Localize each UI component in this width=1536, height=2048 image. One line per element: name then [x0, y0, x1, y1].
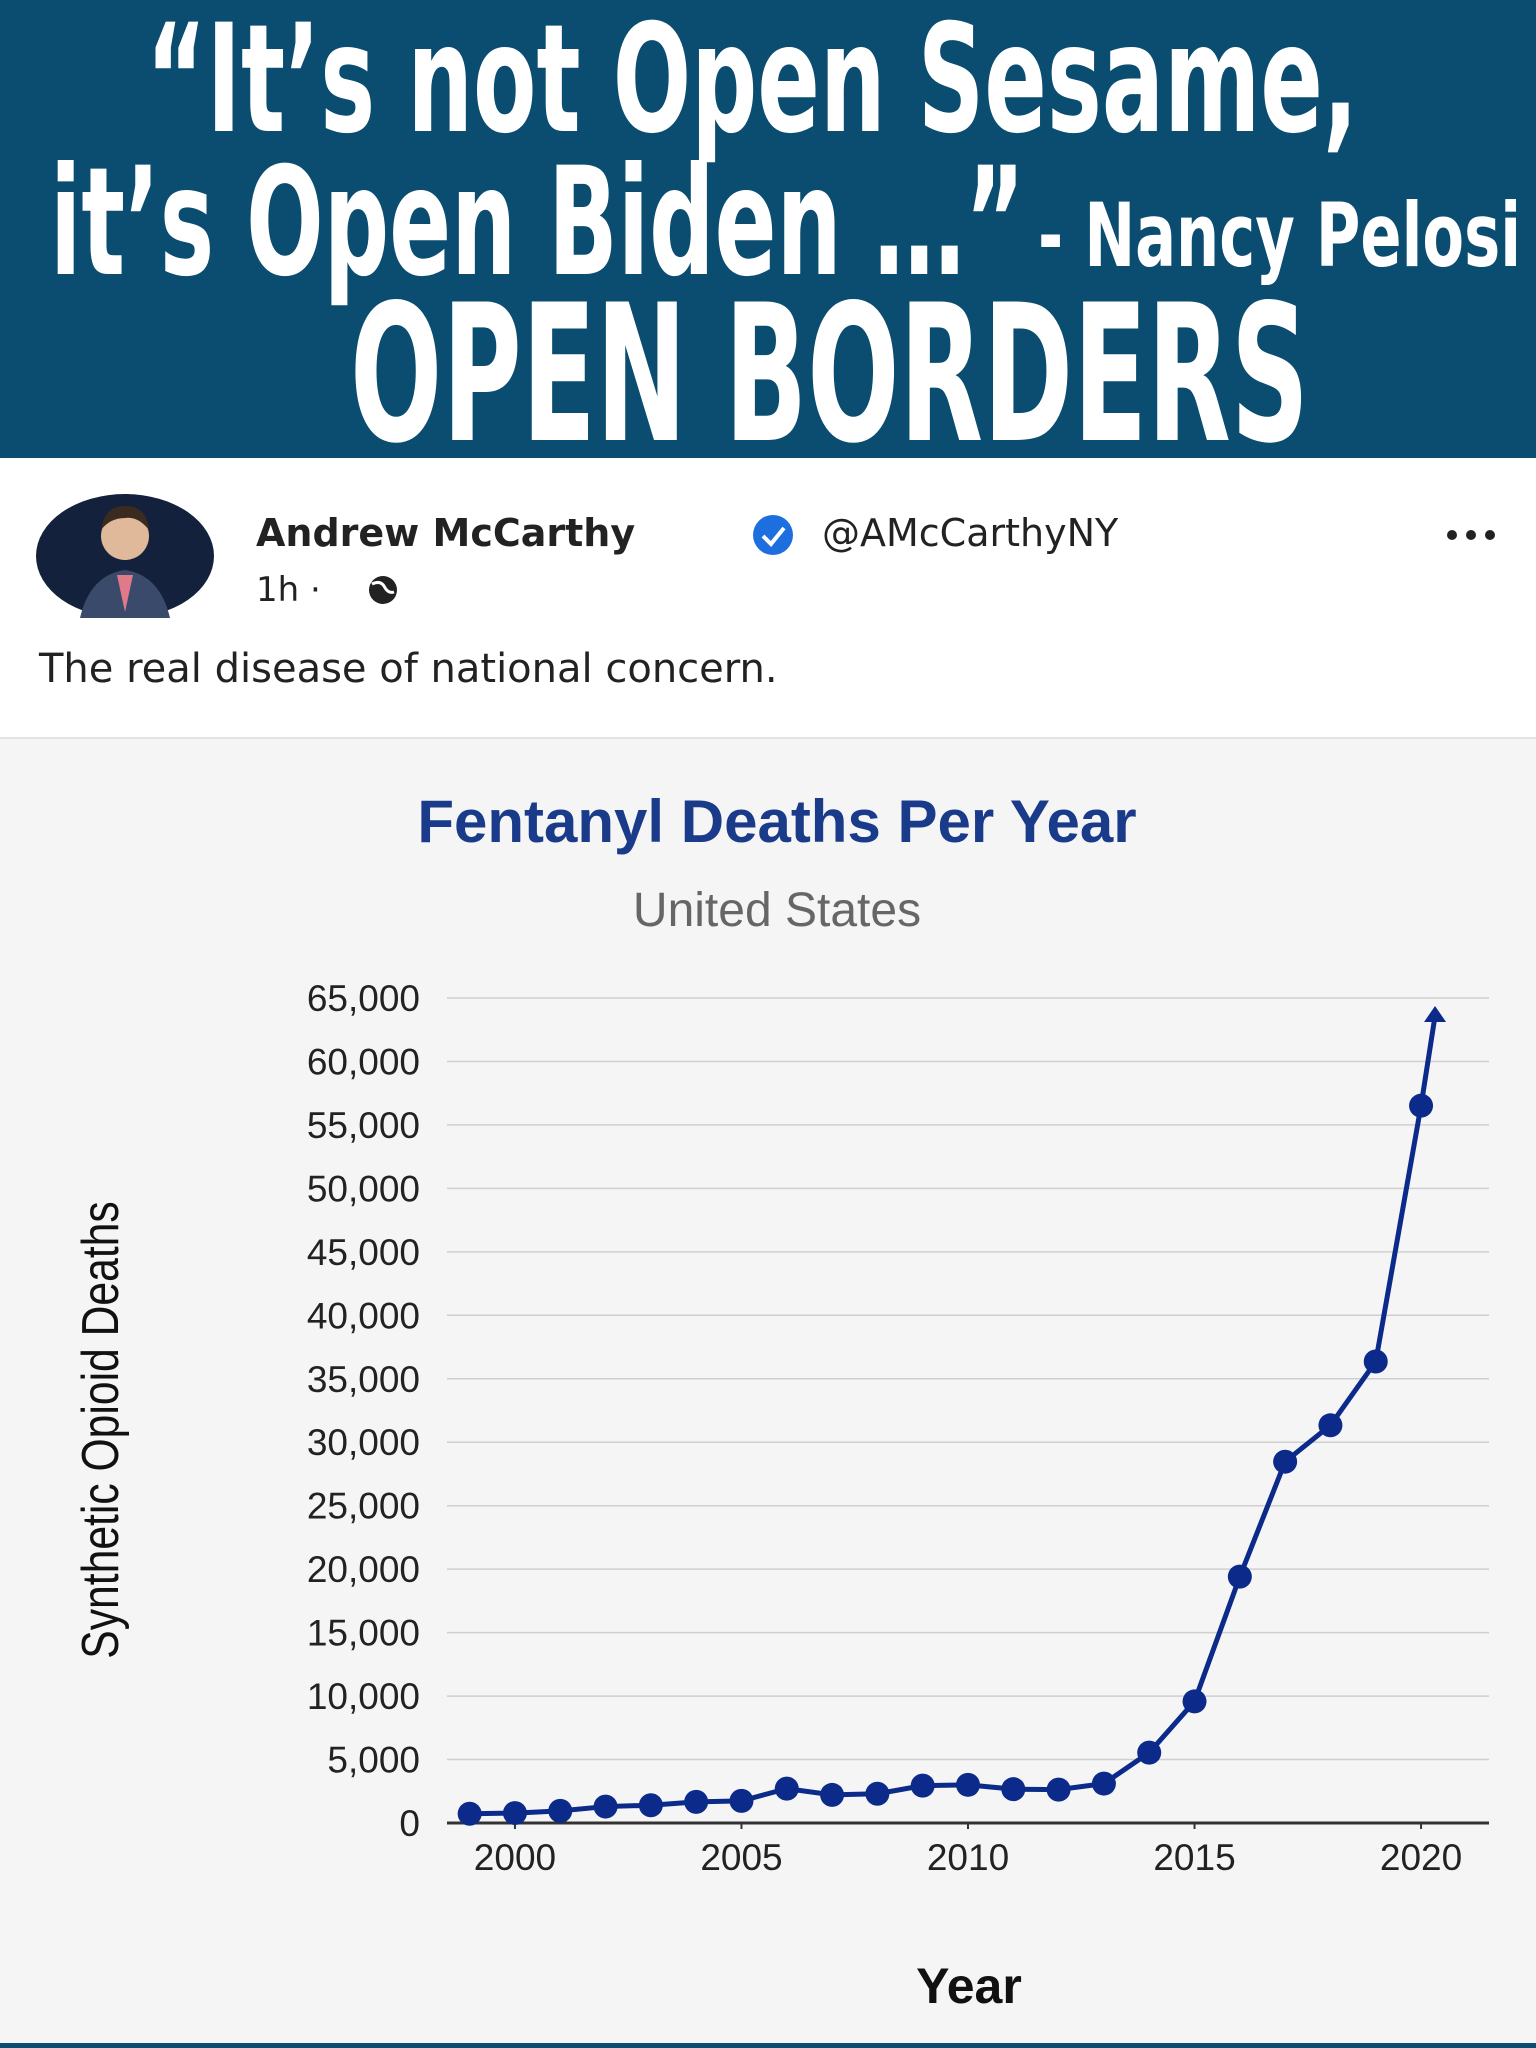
x-tick-label: 2005	[700, 1837, 782, 1878]
y-tick-label: 15,000	[307, 1613, 420, 1654]
y-tick-label: 20,000	[307, 1549, 420, 1590]
menu-dot	[1466, 530, 1476, 540]
post-time: 1h ·	[256, 570, 321, 610]
x-tick-label: 2020	[1380, 1837, 1462, 1878]
globe	[369, 576, 397, 604]
quote-line: “It’s not Open Sesame,	[146, 0, 1358, 167]
data-point	[820, 1782, 845, 1807]
data-point	[1091, 1771, 1116, 1796]
globe-land	[371, 580, 395, 594]
y-tick-label: 65,000	[307, 978, 420, 1019]
data-point	[1227, 1564, 1252, 1589]
y-tick-label: 55,000	[307, 1105, 420, 1146]
y-axis-label: Synthetic Opioid Deaths	[72, 1201, 130, 1658]
menu-dot	[1485, 530, 1495, 540]
attribution: - Nancy Pelosi	[1038, 184, 1521, 287]
author-handle[interactable]: @AMcCarthyNY	[822, 511, 1119, 555]
y-tick-label: 45,000	[307, 1232, 420, 1273]
avatar-face	[101, 512, 149, 560]
data-point	[1409, 1093, 1434, 1118]
verified-badge	[753, 515, 793, 555]
data-point	[1363, 1349, 1388, 1374]
data-point	[548, 1798, 573, 1823]
y-tick-label: 0	[399, 1803, 420, 1844]
x-axis-label: Year	[916, 1958, 1022, 2014]
globe-icon	[369, 576, 397, 604]
more-menu[interactable]	[1447, 530, 1495, 540]
headline: OPEN BORDERS	[350, 264, 1309, 485]
data-point	[774, 1776, 799, 1801]
data-point	[1001, 1777, 1026, 1802]
y-tick-label: 50,000	[307, 1168, 420, 1209]
data-point	[956, 1772, 980, 1797]
post-text: The real disease of national concern.	[38, 646, 778, 692]
avatar-tie	[117, 575, 133, 612]
quote-line: it’s Open Biden …”	[50, 136, 1025, 310]
chart-subtitle: United States	[633, 884, 921, 937]
author-name[interactable]: Andrew McCarthy	[256, 511, 635, 555]
data-point	[684, 1789, 709, 1814]
avatar-hair	[101, 505, 149, 530]
y-tick-label: 30,000	[307, 1422, 420, 1463]
data-point	[1318, 1413, 1343, 1438]
data-point	[910, 1773, 935, 1798]
x-tick-label: 2010	[927, 1837, 1009, 1878]
header-banner	[0, 0, 1536, 458]
y-tick-label: 35,000	[307, 1359, 420, 1400]
data-point	[1046, 1777, 1071, 1802]
x-tick-label: 2000	[474, 1837, 556, 1878]
data-point	[1137, 1740, 1162, 1765]
chart-title: Fentanyl Deaths Per Year	[417, 788, 1136, 855]
y-tick-label: 60,000	[307, 1041, 420, 1082]
data-point	[638, 1793, 663, 1818]
data-point	[593, 1794, 618, 1819]
data-line	[469, 1105, 1424, 1817]
avatar[interactable]	[36, 494, 214, 618]
data-point	[729, 1788, 754, 1813]
trend-arrow	[1418, 1015, 1438, 1107]
data-point	[1182, 1689, 1207, 1714]
y-tick-label: 25,000	[307, 1486, 420, 1527]
y-tick-label: 40,000	[307, 1295, 420, 1336]
badge-circle	[753, 515, 793, 555]
y-tick-label: 5,000	[327, 1740, 420, 1781]
data-point	[457, 1801, 482, 1826]
menu-dot	[1447, 530, 1457, 540]
badge-check	[761, 526, 786, 547]
chart: Fentanyl Deaths Per Year United States S…	[72, 788, 1489, 2014]
data-point	[865, 1781, 890, 1806]
x-tick-label: 2015	[1153, 1837, 1235, 1878]
bottom-border	[0, 2043, 1536, 2048]
data-point	[502, 1801, 527, 1826]
tweet-card	[0, 458, 1536, 738]
y-tick-label: 10,000	[307, 1676, 420, 1717]
trend-arrowhead	[1424, 1006, 1447, 1022]
data-point	[1273, 1449, 1298, 1474]
